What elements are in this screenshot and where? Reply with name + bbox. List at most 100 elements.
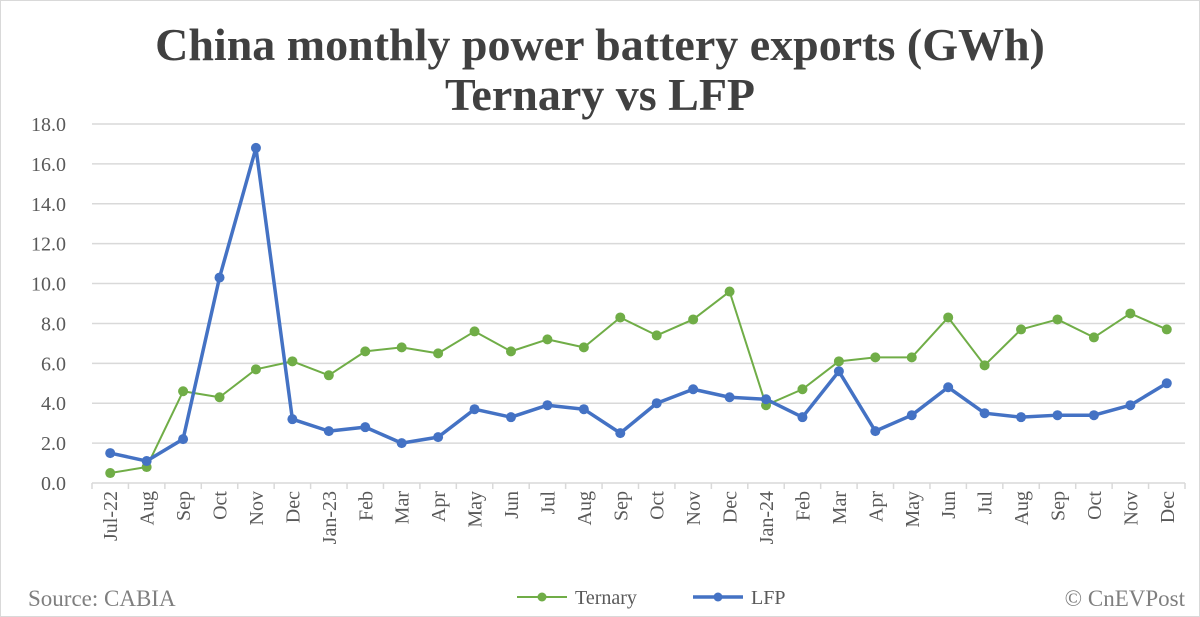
data-point-ternary <box>1052 314 1063 325</box>
data-point-lfp <box>542 400 553 411</box>
data-point-lfp <box>178 434 189 445</box>
data-point-ternary <box>870 352 881 363</box>
data-point-ternary <box>360 346 371 357</box>
data-point-ternary <box>250 364 261 375</box>
data-point-lfp <box>688 384 699 395</box>
data-point-lfp <box>797 412 808 423</box>
x-tick-label: May <box>465 491 487 528</box>
y-tick-label: 10.0 <box>31 274 66 296</box>
legend-label: LFP <box>751 587 785 609</box>
data-point-ternary <box>797 384 808 395</box>
y-tick-label: 8.0 <box>41 313 66 335</box>
x-tick-label: May <box>902 491 924 528</box>
data-point-ternary <box>1016 324 1027 335</box>
data-point-ternary <box>505 346 516 357</box>
x-tick-label: Sep <box>610 491 632 521</box>
x-tick-label: Jan-24 <box>756 491 778 544</box>
data-point-ternary <box>1088 332 1099 343</box>
data-point-lfp <box>360 422 371 433</box>
data-point-lfp <box>943 382 954 393</box>
data-point-ternary <box>1125 308 1136 319</box>
data-point-lfp <box>323 426 334 437</box>
data-point-lfp <box>396 438 407 449</box>
x-tick-label: Feb <box>355 491 377 521</box>
data-point-ternary <box>433 348 444 359</box>
x-tick-label: Apr <box>428 491 450 522</box>
x-tick-label: Dec <box>720 491 742 523</box>
data-point-lfp <box>979 408 990 419</box>
y-tick-label: 18.0 <box>31 114 66 136</box>
data-point-lfp <box>1161 378 1172 389</box>
data-point-lfp <box>1125 400 1136 411</box>
x-tick-label: Mar <box>829 491 851 525</box>
data-point-lfp <box>214 272 225 283</box>
data-point-ternary <box>105 468 116 479</box>
data-point-lfp <box>615 428 626 439</box>
data-point-lfp <box>724 392 735 403</box>
y-tick-label: 16.0 <box>31 154 66 176</box>
data-point-lfp <box>141 456 152 467</box>
x-tick-label: Aug <box>1011 491 1033 525</box>
data-point-ternary <box>396 342 407 353</box>
data-point-ternary <box>651 330 662 341</box>
x-tick-label: Dec <box>1157 491 1179 523</box>
x-tick-label: Sep <box>173 491 195 521</box>
x-tick-label: Jul-22 <box>100 491 122 541</box>
legend-swatch-marker <box>537 592 547 602</box>
credit-text: © CnEVPost <box>1065 586 1186 611</box>
x-tick-label: Oct <box>210 491 232 520</box>
legend-label: Ternary <box>575 587 637 609</box>
x-tick-label: Nov <box>1120 491 1142 525</box>
data-point-ternary <box>833 356 844 367</box>
data-point-ternary <box>615 312 626 323</box>
x-tick-label: Aug <box>137 491 159 525</box>
data-point-ternary <box>979 360 990 371</box>
data-point-ternary <box>214 392 225 403</box>
data-point-ternary <box>906 352 917 363</box>
x-tick-label: Sep <box>1047 491 1069 521</box>
data-point-ternary <box>542 334 553 345</box>
data-point-lfp <box>287 414 298 425</box>
data-point-lfp <box>505 412 516 423</box>
legend-swatch-marker <box>713 592 723 602</box>
data-point-ternary <box>578 342 589 353</box>
y-tick-label: 2.0 <box>41 433 66 455</box>
chart-subtitle: Ternary vs LFP <box>445 69 755 120</box>
legend: Ternary LFP <box>517 587 785 609</box>
data-point-ternary <box>287 356 298 367</box>
data-point-lfp <box>433 432 444 443</box>
x-tick-label: Nov <box>246 491 268 525</box>
x-tick-label: Jan-23 <box>319 491 341 544</box>
series-line-lfp <box>109 146 1168 463</box>
x-tick-label: Aug <box>574 491 596 525</box>
data-point-lfp <box>469 404 480 415</box>
data-point-ternary <box>688 314 699 325</box>
x-tick-label: Dec <box>282 491 304 523</box>
data-point-ternary <box>943 312 954 323</box>
x-tick-label: Jul <box>537 491 559 515</box>
x-tick-label: Jun <box>938 491 960 519</box>
x-tick-label: Jul <box>975 491 997 515</box>
x-tick-label: Jun <box>501 491 523 519</box>
x-tick-label: Apr <box>865 491 887 522</box>
data-point-lfp <box>1016 412 1027 423</box>
x-tick-label: Nov <box>683 491 705 525</box>
data-point-lfp <box>1052 410 1063 421</box>
y-tick-label: 12.0 <box>31 234 66 256</box>
data-point-lfp <box>250 142 261 153</box>
chart-title: China monthly power battery exports (GWh… <box>155 19 1045 70</box>
data-point-ternary <box>1161 324 1172 335</box>
y-tick-label: 14.0 <box>31 194 66 216</box>
source-text: Source: CABIA <box>28 586 176 611</box>
data-point-ternary <box>469 326 480 337</box>
data-point-lfp <box>761 394 772 405</box>
x-tick-label: Oct <box>647 491 669 520</box>
x-tick-label: Feb <box>792 491 814 521</box>
data-point-ternary <box>724 286 735 297</box>
data-point-lfp <box>906 410 917 421</box>
data-point-lfp <box>1088 410 1099 421</box>
y-tick-label: 6.0 <box>41 353 66 375</box>
data-point-lfp <box>870 426 881 437</box>
